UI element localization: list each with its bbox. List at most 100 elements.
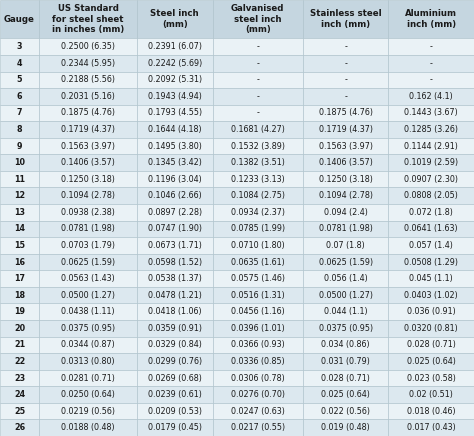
Bar bbox=[39, 0, 137, 38]
Text: 0.0516 (1.31): 0.0516 (1.31) bbox=[231, 291, 285, 300]
Text: 0.1793 (4.55): 0.1793 (4.55) bbox=[147, 109, 202, 117]
Bar bbox=[0, 105, 39, 121]
Bar bbox=[389, 171, 474, 187]
Bar bbox=[0, 221, 39, 237]
Text: 0.0625 (1.59): 0.0625 (1.59) bbox=[61, 258, 115, 266]
Text: 0.031 (0.79): 0.031 (0.79) bbox=[321, 357, 370, 366]
Text: 0.2500 (6.35): 0.2500 (6.35) bbox=[61, 42, 115, 51]
Bar bbox=[0, 88, 39, 105]
Text: 0.045 (1.1): 0.045 (1.1) bbox=[410, 274, 453, 283]
Text: 0.1532 (3.89): 0.1532 (3.89) bbox=[231, 142, 285, 150]
Text: 0.0219 (0.56): 0.0219 (0.56) bbox=[61, 407, 115, 416]
Text: 0.028 (0.71): 0.028 (0.71) bbox=[407, 341, 456, 349]
Text: 4: 4 bbox=[17, 59, 22, 68]
Bar bbox=[303, 38, 389, 55]
Bar bbox=[389, 187, 474, 204]
Text: 14: 14 bbox=[14, 225, 25, 233]
Text: 0.017 (0.43): 0.017 (0.43) bbox=[407, 423, 456, 432]
Text: 0.0329 (0.84): 0.0329 (0.84) bbox=[148, 341, 201, 349]
Bar bbox=[137, 237, 212, 254]
Text: 0.1144 (2.91): 0.1144 (2.91) bbox=[404, 142, 458, 150]
Text: 0.0500 (1.27): 0.0500 (1.27) bbox=[319, 291, 373, 300]
Text: Aluminium
inch (mm): Aluminium inch (mm) bbox=[405, 10, 457, 29]
Bar bbox=[39, 254, 137, 270]
Bar bbox=[0, 419, 39, 436]
Text: 0.028 (0.71): 0.028 (0.71) bbox=[321, 374, 370, 382]
Bar bbox=[389, 55, 474, 72]
Bar bbox=[39, 403, 137, 419]
Bar bbox=[212, 38, 303, 55]
Bar bbox=[212, 0, 303, 38]
Text: 0.0306 (0.78): 0.0306 (0.78) bbox=[231, 374, 285, 382]
Bar bbox=[303, 55, 389, 72]
Bar bbox=[389, 204, 474, 221]
Text: 0.0508 (1.29): 0.0508 (1.29) bbox=[404, 258, 458, 266]
Bar bbox=[389, 403, 474, 419]
Bar bbox=[39, 55, 137, 72]
Text: 0.044 (1.1): 0.044 (1.1) bbox=[324, 307, 367, 316]
Text: -: - bbox=[430, 42, 433, 51]
Bar bbox=[389, 370, 474, 386]
Text: 0.0188 (0.48): 0.0188 (0.48) bbox=[61, 423, 115, 432]
Bar bbox=[137, 72, 212, 88]
Text: 0.0179 (0.45): 0.0179 (0.45) bbox=[148, 423, 202, 432]
Text: 23: 23 bbox=[14, 374, 25, 382]
Bar bbox=[212, 204, 303, 221]
Bar bbox=[303, 171, 389, 187]
Bar bbox=[212, 353, 303, 370]
Text: 0.0673 (1.71): 0.0673 (1.71) bbox=[148, 241, 201, 250]
Bar bbox=[137, 403, 212, 419]
Text: 0.1094 (2.78): 0.1094 (2.78) bbox=[319, 191, 373, 200]
Text: US Standard
for steel sheet
in inches (mm): US Standard for steel sheet in inches (m… bbox=[52, 4, 124, 34]
Bar bbox=[0, 138, 39, 154]
Text: 0.072 (1.8): 0.072 (1.8) bbox=[410, 208, 453, 217]
Bar bbox=[389, 0, 474, 38]
Bar bbox=[303, 353, 389, 370]
Bar bbox=[303, 419, 389, 436]
Text: -: - bbox=[344, 92, 347, 101]
Text: 0.1563 (3.97): 0.1563 (3.97) bbox=[319, 142, 373, 150]
Bar bbox=[39, 138, 137, 154]
Text: 18: 18 bbox=[14, 291, 25, 300]
Text: 5: 5 bbox=[17, 75, 22, 84]
Bar bbox=[0, 204, 39, 221]
Bar bbox=[39, 72, 137, 88]
Bar bbox=[303, 204, 389, 221]
Text: 0.1719 (4.37): 0.1719 (4.37) bbox=[61, 125, 115, 134]
Bar bbox=[212, 55, 303, 72]
Bar bbox=[0, 353, 39, 370]
Text: -: - bbox=[256, 75, 259, 84]
Text: 3: 3 bbox=[17, 42, 22, 51]
Text: 25: 25 bbox=[14, 407, 25, 416]
Bar bbox=[212, 121, 303, 138]
Bar bbox=[39, 337, 137, 353]
Text: 0.0247 (0.63): 0.0247 (0.63) bbox=[231, 407, 285, 416]
Text: 0.034 (0.86): 0.034 (0.86) bbox=[321, 341, 370, 349]
Bar bbox=[303, 0, 389, 38]
Bar bbox=[0, 38, 39, 55]
Text: Stainless steel
inch (mm): Stainless steel inch (mm) bbox=[310, 10, 382, 29]
Bar bbox=[39, 105, 137, 121]
Text: 0.0897 (2.28): 0.0897 (2.28) bbox=[147, 208, 202, 217]
Text: 0.1345 (3.42): 0.1345 (3.42) bbox=[148, 158, 201, 167]
Text: 0.0375 (0.95): 0.0375 (0.95) bbox=[61, 324, 115, 333]
Bar bbox=[0, 303, 39, 320]
Text: Gauge: Gauge bbox=[4, 15, 35, 24]
Text: 0.1094 (2.78): 0.1094 (2.78) bbox=[61, 191, 115, 200]
Bar bbox=[137, 386, 212, 403]
Text: 0.1943 (4.94): 0.1943 (4.94) bbox=[148, 92, 201, 101]
Bar bbox=[137, 171, 212, 187]
Bar bbox=[0, 337, 39, 353]
Bar bbox=[389, 154, 474, 171]
Text: 0.2092 (5.31): 0.2092 (5.31) bbox=[147, 75, 202, 84]
Bar bbox=[212, 303, 303, 320]
Text: 0.0320 (0.81): 0.0320 (0.81) bbox=[404, 324, 458, 333]
Text: 0.0703 (1.79): 0.0703 (1.79) bbox=[61, 241, 115, 250]
Text: 0.0456 (1.16): 0.0456 (1.16) bbox=[231, 307, 285, 316]
Bar bbox=[39, 187, 137, 204]
Bar bbox=[389, 38, 474, 55]
Bar bbox=[0, 287, 39, 303]
Text: 0.0375 (0.95): 0.0375 (0.95) bbox=[319, 324, 373, 333]
Bar bbox=[303, 105, 389, 121]
Text: 0.023 (0.58): 0.023 (0.58) bbox=[407, 374, 456, 382]
